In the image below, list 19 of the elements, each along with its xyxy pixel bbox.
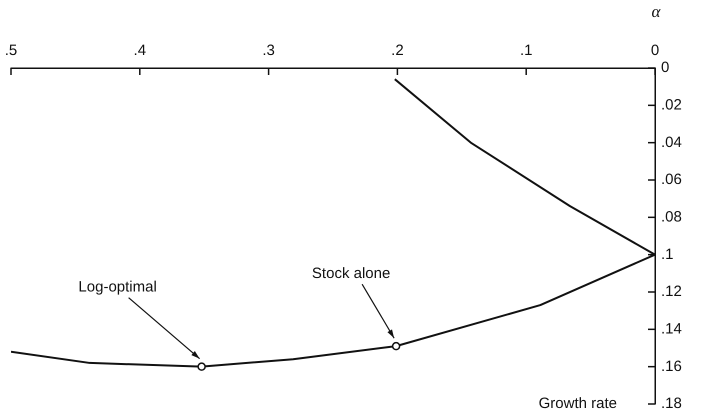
x-tick-label: .1 bbox=[520, 42, 532, 60]
y-axis-title: Growth rate bbox=[538, 395, 617, 412]
x-tick-label: .4 bbox=[134, 42, 146, 60]
x-tick-label: .2 bbox=[391, 42, 404, 60]
annotation: Stock alone bbox=[312, 264, 390, 282]
y-tick-label: 0 bbox=[661, 59, 670, 76]
annotation: Log-optimal bbox=[78, 278, 157, 296]
y-tick-label: .16 bbox=[661, 358, 682, 375]
y-tick-label: .14 bbox=[661, 320, 682, 338]
y-tick-label: .02 bbox=[661, 96, 682, 114]
y-tick-label: .18 bbox=[661, 395, 682, 412]
y-tick-label: .04 bbox=[661, 134, 682, 151]
y-tick-label: .12 bbox=[661, 283, 682, 300]
y-tick-label: .1 bbox=[661, 246, 674, 263]
x-axis-title: α bbox=[652, 2, 662, 21]
x-tick-label: .5 bbox=[4, 42, 18, 60]
y-tick-label: .06 bbox=[661, 171, 682, 188]
x-tick-label: .3 bbox=[262, 42, 275, 60]
y-tick-label: .08 bbox=[661, 208, 682, 226]
